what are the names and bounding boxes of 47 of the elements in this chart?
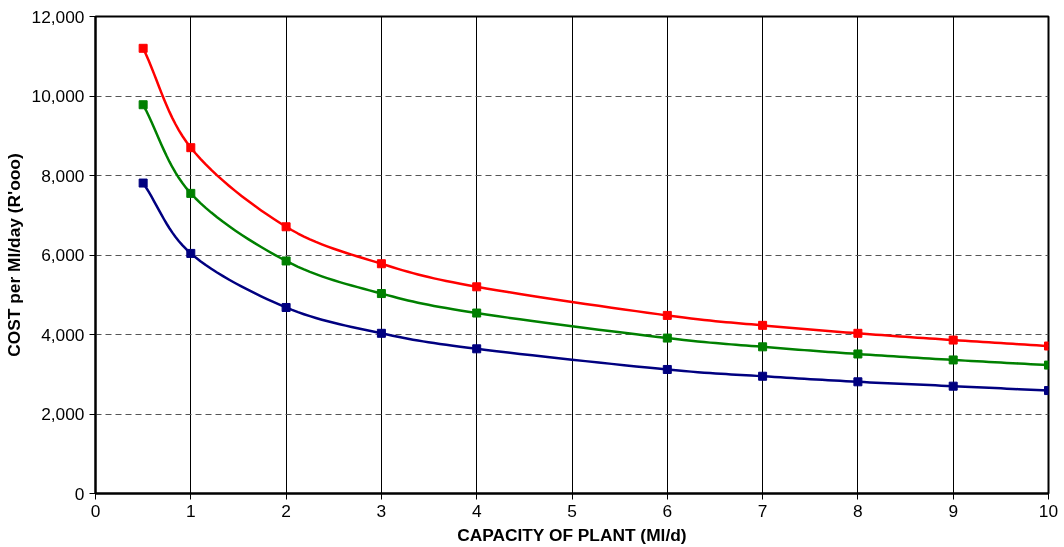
x-tick-label: 5 xyxy=(567,500,577,521)
point xyxy=(758,342,768,352)
y-axis-title: COST per Ml/day (R'ooo) xyxy=(3,153,24,357)
y-tick-label: 10,000 xyxy=(31,86,85,106)
x-tick-label: 2 xyxy=(281,500,291,521)
point xyxy=(376,289,386,299)
x-tick-label: 9 xyxy=(948,500,959,521)
point xyxy=(376,259,386,269)
point xyxy=(853,328,863,338)
point xyxy=(948,335,958,345)
x-tick-label: 7 xyxy=(757,500,768,521)
point xyxy=(281,256,291,266)
point xyxy=(138,100,148,110)
y-tick-label: 4,000 xyxy=(41,324,85,345)
point xyxy=(662,364,672,374)
point xyxy=(758,371,768,381)
point xyxy=(186,188,196,198)
point xyxy=(281,222,291,232)
point xyxy=(138,178,148,188)
point xyxy=(186,143,196,153)
x-tick-label: 3 xyxy=(376,500,387,521)
y-tick-label: 6,000 xyxy=(41,245,85,265)
point xyxy=(948,355,958,365)
y-tick-label: 8,000 xyxy=(41,165,85,186)
x-tick-label: 8 xyxy=(853,500,863,521)
point xyxy=(281,302,291,312)
point xyxy=(662,310,672,320)
point xyxy=(853,377,863,387)
x-tick-label: 10 xyxy=(1038,500,1059,521)
y-tick-label: 0 xyxy=(74,483,85,504)
x-axis-title: CAPACITY OF PLANT (Ml/d) xyxy=(457,524,687,545)
point xyxy=(758,320,768,330)
point xyxy=(138,43,148,53)
x-tick-label: 6 xyxy=(662,500,673,521)
y-tick-label: 2,000 xyxy=(41,404,85,424)
point xyxy=(472,282,482,292)
point xyxy=(662,333,672,343)
point xyxy=(186,248,196,258)
y-tick-label: 12,000 xyxy=(31,6,85,27)
x-tick-label: 1 xyxy=(185,500,196,521)
point xyxy=(948,381,958,391)
x-tick-label: 4 xyxy=(471,500,482,521)
point xyxy=(472,308,482,318)
point xyxy=(853,349,863,359)
point xyxy=(376,328,386,338)
x-tick-label: 0 xyxy=(90,500,101,521)
point xyxy=(472,344,482,354)
